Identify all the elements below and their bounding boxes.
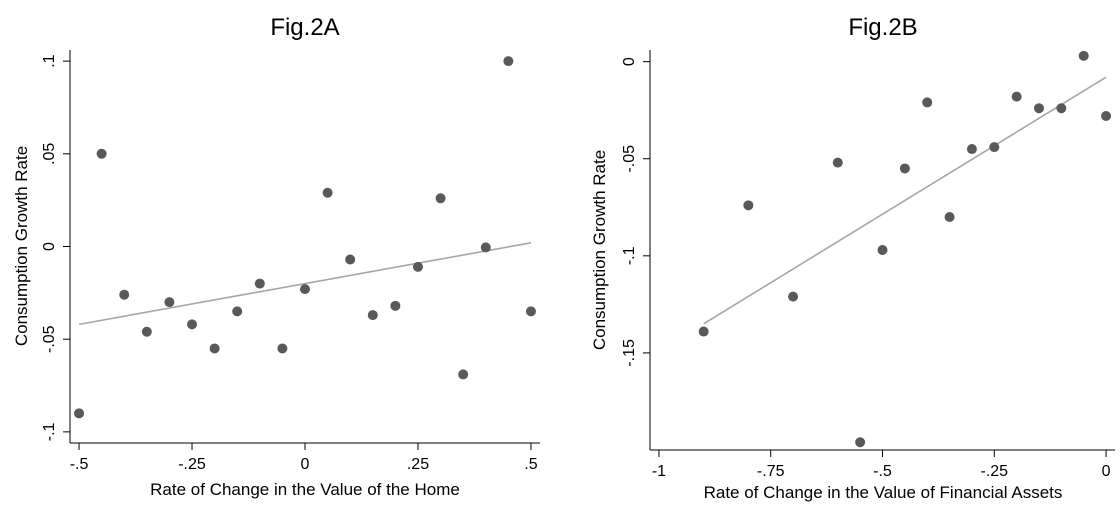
- fig-2b-data-point: [877, 245, 888, 255]
- fig-2a-fit: [78, 242, 532, 326]
- fig-2b-data-point: [1011, 91, 1022, 102]
- fig-2b-fit: [703, 76, 1107, 325]
- fig-2b-data-point: [944, 211, 955, 222]
- fig-2b-y-tick-label: -.1: [621, 246, 638, 265]
- fig-2a-y-ticks: .1 .05 0 -.05 -.1: [41, 54, 70, 441]
- fig-2b-data-point: [899, 163, 910, 174]
- fig-2a-y-tick-label: -.1: [41, 422, 58, 441]
- fig-2a-title: Fig.2A: [270, 14, 339, 41]
- fig-2b-x-tick-label: -.5: [873, 463, 892, 480]
- fig-2a-data-point: [435, 193, 446, 204]
- fig-2a-data-point: [412, 261, 423, 272]
- fig-2b-points: [698, 50, 1112, 448]
- fig-2a-y-tick-label: .1: [41, 54, 58, 67]
- fig-2b-y-tick-label: 0: [621, 57, 638, 66]
- fig-2a-data-point: [277, 343, 288, 354]
- fig-2a-data-point: [367, 310, 378, 321]
- fig-2b-data-point: [989, 142, 1000, 153]
- fig-2a-x-tick-label: .25: [407, 456, 429, 473]
- fig-2a-y-tick-label: -.05: [41, 325, 58, 353]
- fig-2a-x-tick-label: -.5: [70, 456, 89, 473]
- fig-2b-y-ticks: 0 -.05 -.1 -.15: [621, 57, 650, 367]
- fig-2a-x-axis-label: Rate of Change in the Value of the Home: [150, 480, 460, 499]
- fig-2b-data-point: [855, 437, 866, 448]
- fig-2b-panel: Fig.2B -1 -.75 -.5 -.25 0 0 -.05 -.1 -.15 Rate …: [590, 14, 1115, 502]
- fig-2a-data-point: [164, 297, 175, 308]
- fig-2b-data-point: [922, 97, 933, 108]
- fig-2a-data-point: [96, 148, 107, 159]
- fig-2a-data-point: [390, 300, 401, 311]
- fig-2b-y-tick-label: -.05: [621, 145, 638, 173]
- fig-2b-data-point: [1056, 103, 1067, 114]
- fig-2a-data-point: [119, 289, 130, 300]
- fig-2b-x-axis-label: Rate of Change in the Value of Financial…: [704, 483, 1063, 502]
- fig-2b-x-ticks: -1 -.75 -.5 -.25 0: [652, 450, 1111, 480]
- fig-2a-y-axis-label: Consumption Growth Rate: [12, 146, 31, 346]
- fig-2b-data-point: [1078, 50, 1089, 61]
- fig-2b-data-point: [698, 326, 709, 337]
- fig-2a-data-point: [209, 343, 220, 354]
- fig-2b-title: Fig.2B: [848, 14, 917, 41]
- fig-2b-data-point: [832, 157, 843, 168]
- fig-2b-x-tick-label: -.25: [980, 463, 1008, 480]
- fig-2a-x-ticks: -.5 -.25 0 .25 .5: [70, 443, 538, 473]
- fig-2b-x-tick-label: 0: [1102, 463, 1111, 480]
- fig-2a-data-point: [480, 242, 491, 253]
- fig-2a-data-point: [141, 326, 152, 337]
- fig-2b-y-tick-label: -.15: [621, 339, 638, 367]
- fig-2a-fit-line: [78, 242, 532, 326]
- fig-2b-y-axis-label: Consumption Growth Rate: [590, 150, 609, 350]
- fig-2a-data-point: [254, 278, 265, 289]
- fig-2a-data-point: [74, 408, 85, 419]
- fig-2a-data-point: [187, 319, 198, 330]
- fig-2a-y-tick-label: .05: [41, 143, 58, 165]
- fig-2a-data-point: [322, 187, 333, 198]
- fig-2b-data-point: [1033, 103, 1044, 114]
- fig-2a-x-tick-label: 0: [301, 456, 310, 473]
- fig-2a-data-point: [458, 369, 469, 380]
- fig-2a-x-tick-label: -.25: [178, 456, 206, 473]
- fig-2a-data-point: [232, 306, 243, 317]
- fig-2b-fit-line: [703, 76, 1107, 325]
- fig-2a-panel: Fig.2A -.5 -.25 0 .25 .5 .1 .05 0 -.05 -.1 Rate …: [12, 14, 540, 499]
- fig-2b-data-point: [788, 291, 799, 302]
- fig-2b-x-tick-label: -.75: [757, 463, 785, 480]
- fig-2a-points: [74, 56, 536, 419]
- fig-2a-x-tick-label: .5: [524, 456, 537, 473]
- fig-2a-data-point: [503, 56, 514, 67]
- fig-2b-x-tick-label: -1: [652, 463, 666, 480]
- fig-2a-data-point: [345, 254, 356, 265]
- fig-2a-data-point: [525, 306, 536, 317]
- fig-2a-y-tick-label: 0: [41, 242, 58, 251]
- fig-2a-data-point: [300, 284, 310, 295]
- fig-2b-data-point: [1101, 111, 1112, 122]
- fig-2b-data-point: [966, 144, 977, 155]
- fig-2b-data-point: [743, 200, 754, 211]
